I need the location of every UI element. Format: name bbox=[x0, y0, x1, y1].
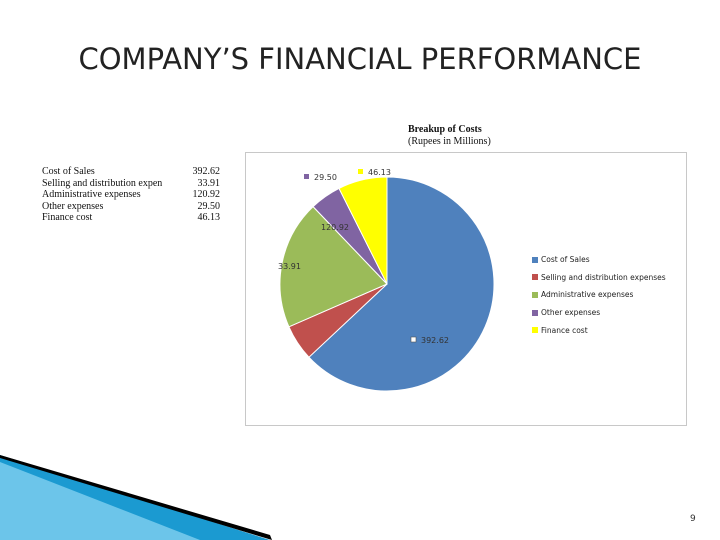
pie-chart-area: 392.62 33.91 120.92 29.50 46.13 Cost of Sale… bbox=[245, 152, 687, 426]
table-row: Selling and distribution expen 33.91 bbox=[42, 178, 220, 190]
chart-heading: Breakup of Costs (Rupees in Millions) bbox=[408, 124, 491, 148]
row-label: Cost of Sales bbox=[42, 166, 95, 177]
data-label-marker bbox=[304, 174, 309, 179]
row-value: 120.92 bbox=[192, 189, 221, 201]
row-value: 46.13 bbox=[197, 212, 221, 224]
table-row: Finance cost 46.13 bbox=[42, 212, 220, 224]
legend-label: Selling and distribution expenses bbox=[541, 272, 666, 282]
legend-item: Selling and distribution expenses bbox=[532, 269, 666, 287]
data-label: 33.91 bbox=[278, 262, 301, 271]
legend-swatch bbox=[532, 327, 538, 334]
legend-item: Cost of Sales bbox=[532, 251, 666, 269]
table-row: Other expenses 29.50 bbox=[42, 201, 220, 213]
data-label-marker bbox=[358, 169, 363, 174]
legend-label: Finance cost bbox=[541, 325, 588, 335]
pie-slice bbox=[338, 176, 388, 285]
pie-chart: 392.62 33.91 120.92 29.50 46.13 bbox=[278, 168, 495, 392]
table-row: Cost of Sales 392.62 bbox=[42, 166, 220, 178]
chart-legend: Cost of Sales Selling and distribution ex… bbox=[532, 251, 666, 339]
legend-label: Administrative expenses bbox=[541, 290, 634, 300]
chart-title: Breakup of Costs bbox=[408, 124, 482, 135]
pie-slice bbox=[308, 176, 495, 392]
data-label: 392.62 bbox=[421, 336, 449, 345]
cost-table: Cost of Sales 392.62 Selling and distribut… bbox=[42, 166, 220, 224]
row-label: Finance cost bbox=[42, 212, 93, 224]
pie-slice bbox=[279, 205, 388, 328]
page-number: 9 bbox=[690, 514, 696, 524]
table-row: Administrative expenses 120.92 bbox=[42, 189, 220, 201]
row-value: 392.62 bbox=[192, 166, 221, 177]
chart-subtitle: (Rupees in Millions) bbox=[408, 136, 491, 147]
legend-label: Other expenses bbox=[541, 308, 601, 318]
legend-swatch bbox=[532, 291, 538, 298]
row-value: 29.50 bbox=[197, 200, 221, 212]
legend-item: Finance cost bbox=[532, 321, 666, 339]
row-label: Selling and distribution expen bbox=[42, 177, 163, 189]
legend-swatch bbox=[532, 256, 538, 263]
data-label: 46.13 bbox=[368, 168, 391, 177]
decoration-light-wedge bbox=[0, 462, 200, 540]
legend-swatch bbox=[532, 309, 538, 316]
row-value: 33.91 bbox=[197, 177, 221, 189]
data-label: 29.50 bbox=[314, 173, 337, 182]
legend-swatch bbox=[532, 274, 538, 281]
data-label-marker bbox=[410, 336, 417, 343]
decoration-black-line bbox=[0, 455, 272, 540]
row-label: Administrative expenses bbox=[42, 189, 141, 201]
legend-item: Administrative expenses bbox=[532, 286, 666, 304]
data-label: 120.92 bbox=[321, 223, 349, 232]
row-label: Other expenses bbox=[42, 200, 104, 212]
legend-label: Cost of Sales bbox=[541, 255, 590, 265]
legend-item: Other expenses bbox=[532, 304, 666, 322]
slide-title: COMPANY’S FINANCIAL PERFORMANCE bbox=[78, 42, 642, 76]
